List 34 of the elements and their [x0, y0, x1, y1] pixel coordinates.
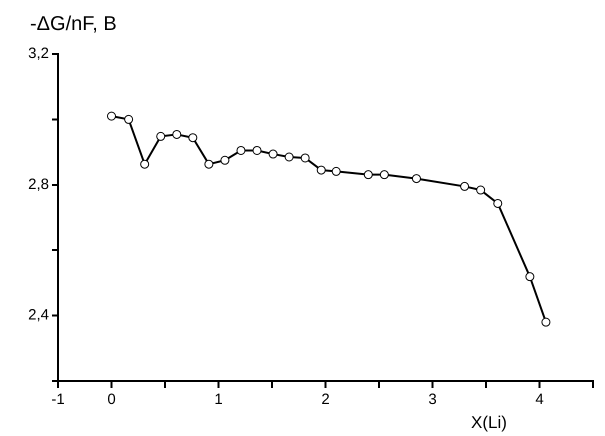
y-axis-title: -ΔG/nF, B — [30, 13, 117, 35]
point — [252, 146, 262, 155]
point — [476, 186, 486, 195]
point — [204, 160, 214, 169]
point — [172, 130, 182, 139]
point — [284, 152, 294, 162]
y-tick-label: 3,2 — [28, 45, 49, 62]
point — [268, 150, 278, 159]
point — [124, 114, 134, 124]
x-tick-label: 0 — [107, 391, 116, 408]
x-tick-label: 3 — [428, 391, 437, 408]
point — [332, 166, 341, 176]
y-tick-label: 2,4 — [28, 306, 49, 324]
x-tick-label: 1 — [214, 391, 223, 408]
point — [380, 170, 389, 180]
point — [236, 146, 246, 155]
point — [364, 170, 373, 180]
x-axis-title: X(Li) — [471, 413, 507, 432]
point — [188, 133, 198, 142]
x-tick-label: 2 — [321, 391, 330, 408]
point — [460, 182, 470, 191]
point — [412, 174, 421, 184]
point — [140, 160, 150, 169]
point — [541, 318, 550, 327]
point — [493, 198, 502, 208]
y-tick-label: 2,8 — [28, 176, 49, 193]
point — [525, 272, 534, 282]
x-tick-label: -1 — [51, 391, 65, 408]
point — [220, 156, 230, 165]
point — [316, 166, 326, 175]
point — [300, 153, 310, 162]
x-tick-label: 4 — [535, 391, 544, 408]
point — [156, 132, 166, 141]
point — [107, 112, 116, 121]
